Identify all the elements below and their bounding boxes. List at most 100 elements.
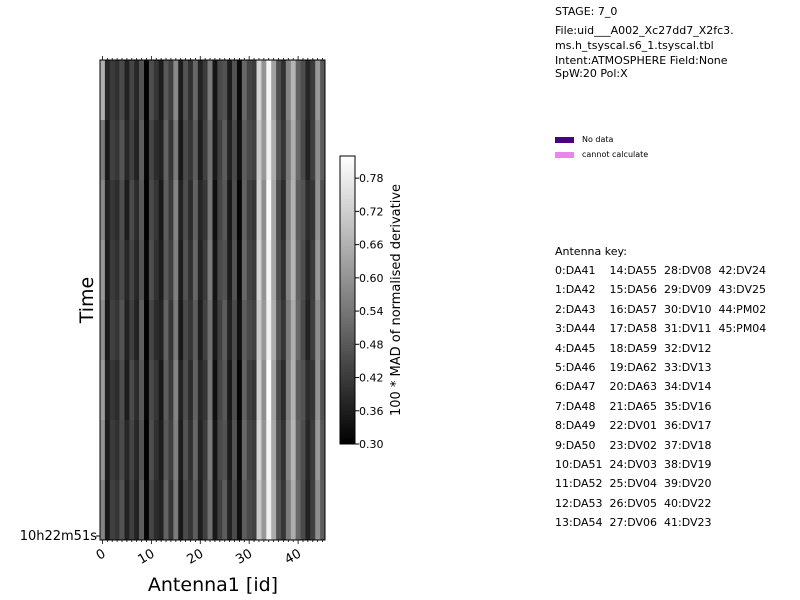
colorbar-segment (340, 183, 355, 187)
colorbar-segment (340, 435, 355, 439)
colorbar-segment (340, 192, 355, 196)
heatmap-cell (202, 180, 208, 241)
heatmap-cell (188, 60, 194, 121)
heatmap-cell (300, 480, 306, 541)
colorbar-segment (340, 336, 355, 340)
heatmap-cell (300, 360, 306, 421)
colorbar-segment (340, 174, 355, 178)
heatmap-cell (109, 420, 115, 481)
heatmap-cell (173, 300, 179, 361)
colorbar-segment (340, 417, 355, 421)
heatmap-cell (178, 300, 184, 361)
heatmap-cell (217, 300, 223, 361)
heatmap-cell (295, 120, 301, 181)
colorbar-label: 100 * MAD of normalised derivative (389, 184, 404, 416)
heatmap-cell (305, 420, 311, 481)
heatmap-cell (276, 240, 282, 301)
heatmap-cell (232, 180, 238, 241)
heatmap-cell (139, 420, 145, 481)
heatmap-cell (104, 420, 111, 481)
heatmap-cell (129, 180, 135, 241)
heatmap-cell (251, 240, 257, 301)
heatmap-cell (295, 360, 301, 421)
heatmap-cell (100, 420, 106, 481)
heatmap-cell (104, 60, 111, 121)
heatmap-cell (202, 60, 208, 121)
heatmap-cell (114, 240, 120, 301)
heatmap-cell (217, 120, 223, 181)
heatmap-cell (222, 420, 228, 481)
heatmap-cell (320, 300, 326, 361)
colorbar-segment (340, 312, 355, 316)
heatmap-cell (168, 120, 174, 181)
heatmap-cell (139, 480, 145, 541)
colorbar-segment (340, 201, 355, 205)
heatmap-cell (144, 240, 150, 301)
heatmap-cell (124, 120, 130, 181)
heatmap-cell (148, 420, 155, 481)
stage-text: STAGE: 7_0 (555, 5, 618, 18)
heatmap-cell (271, 120, 277, 181)
x-tick-label: 20 (184, 546, 206, 567)
heatmap-cell (256, 420, 262, 481)
colorbar-segment (340, 366, 355, 370)
heatmap-cell (232, 360, 238, 421)
heatmap-cell (148, 300, 155, 361)
heatmap-cell (183, 60, 189, 121)
heatmap-cell (295, 180, 301, 241)
colorbar-segment (340, 330, 355, 334)
heatmap-cell (158, 180, 164, 241)
colorbar-segment (340, 426, 355, 430)
colorbar-segment (340, 348, 355, 352)
colorbar-segment (340, 363, 355, 367)
colorbar-segment (340, 423, 355, 427)
heatmap-cell (236, 360, 243, 421)
heatmap-cell (134, 60, 140, 121)
heatmap-cell (134, 240, 140, 301)
spw-line: SpW:20 Pol:X (555, 67, 628, 80)
heatmap-cell (232, 240, 238, 301)
heatmap-cell (310, 480, 316, 541)
heatmap-cell (290, 240, 296, 301)
heatmap-cell (261, 480, 267, 541)
heatmap-cell (188, 240, 194, 301)
heatmap-cell (178, 60, 184, 121)
heatmap-cell (173, 240, 179, 301)
heatmap-cell (212, 360, 218, 421)
heatmap-cell (266, 300, 272, 361)
heatmap-cell (227, 300, 233, 361)
heatmap-cell (178, 420, 184, 481)
heatmap-cell (197, 120, 204, 181)
heatmap-cell (236, 420, 243, 481)
heatmap-cell (124, 420, 130, 481)
colorbar-tick-label: 0.60 (359, 272, 384, 285)
heatmap-cell (178, 120, 184, 181)
heatmap-cell (246, 360, 252, 421)
colorbar-segment (340, 372, 355, 376)
heatmap-cell (251, 360, 257, 421)
heatmap-cell (236, 120, 243, 181)
heatmap-cell (305, 60, 311, 121)
heatmap-cell (104, 480, 111, 541)
heatmap-cell (320, 420, 326, 481)
colorbar-segment (340, 252, 355, 256)
heatmap-cell (114, 480, 120, 541)
y-axis-label: Time (76, 277, 98, 325)
heatmap-cell (241, 180, 248, 241)
heatmap-cell (271, 240, 277, 301)
heatmap-cell (222, 60, 228, 121)
heatmap-cell (222, 360, 228, 421)
colorbar-segment (340, 189, 355, 193)
heatmap-cell (315, 120, 321, 181)
heatmap-cell (266, 360, 272, 421)
legend-no-data-label: No data (582, 135, 614, 144)
heatmap-cell (246, 300, 252, 361)
heatmap-cell (290, 480, 296, 541)
heatmap-cell (188, 300, 194, 361)
heatmap-cell (241, 300, 248, 361)
colorbar-tick-label: 0.66 (359, 239, 384, 252)
heatmap-cell (227, 120, 233, 181)
heatmap-cell (295, 420, 301, 481)
heatmap-cell (217, 180, 223, 241)
